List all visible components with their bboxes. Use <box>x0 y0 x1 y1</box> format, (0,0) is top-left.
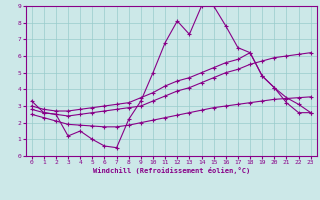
X-axis label: Windchill (Refroidissement éolien,°C): Windchill (Refroidissement éolien,°C) <box>92 167 250 174</box>
